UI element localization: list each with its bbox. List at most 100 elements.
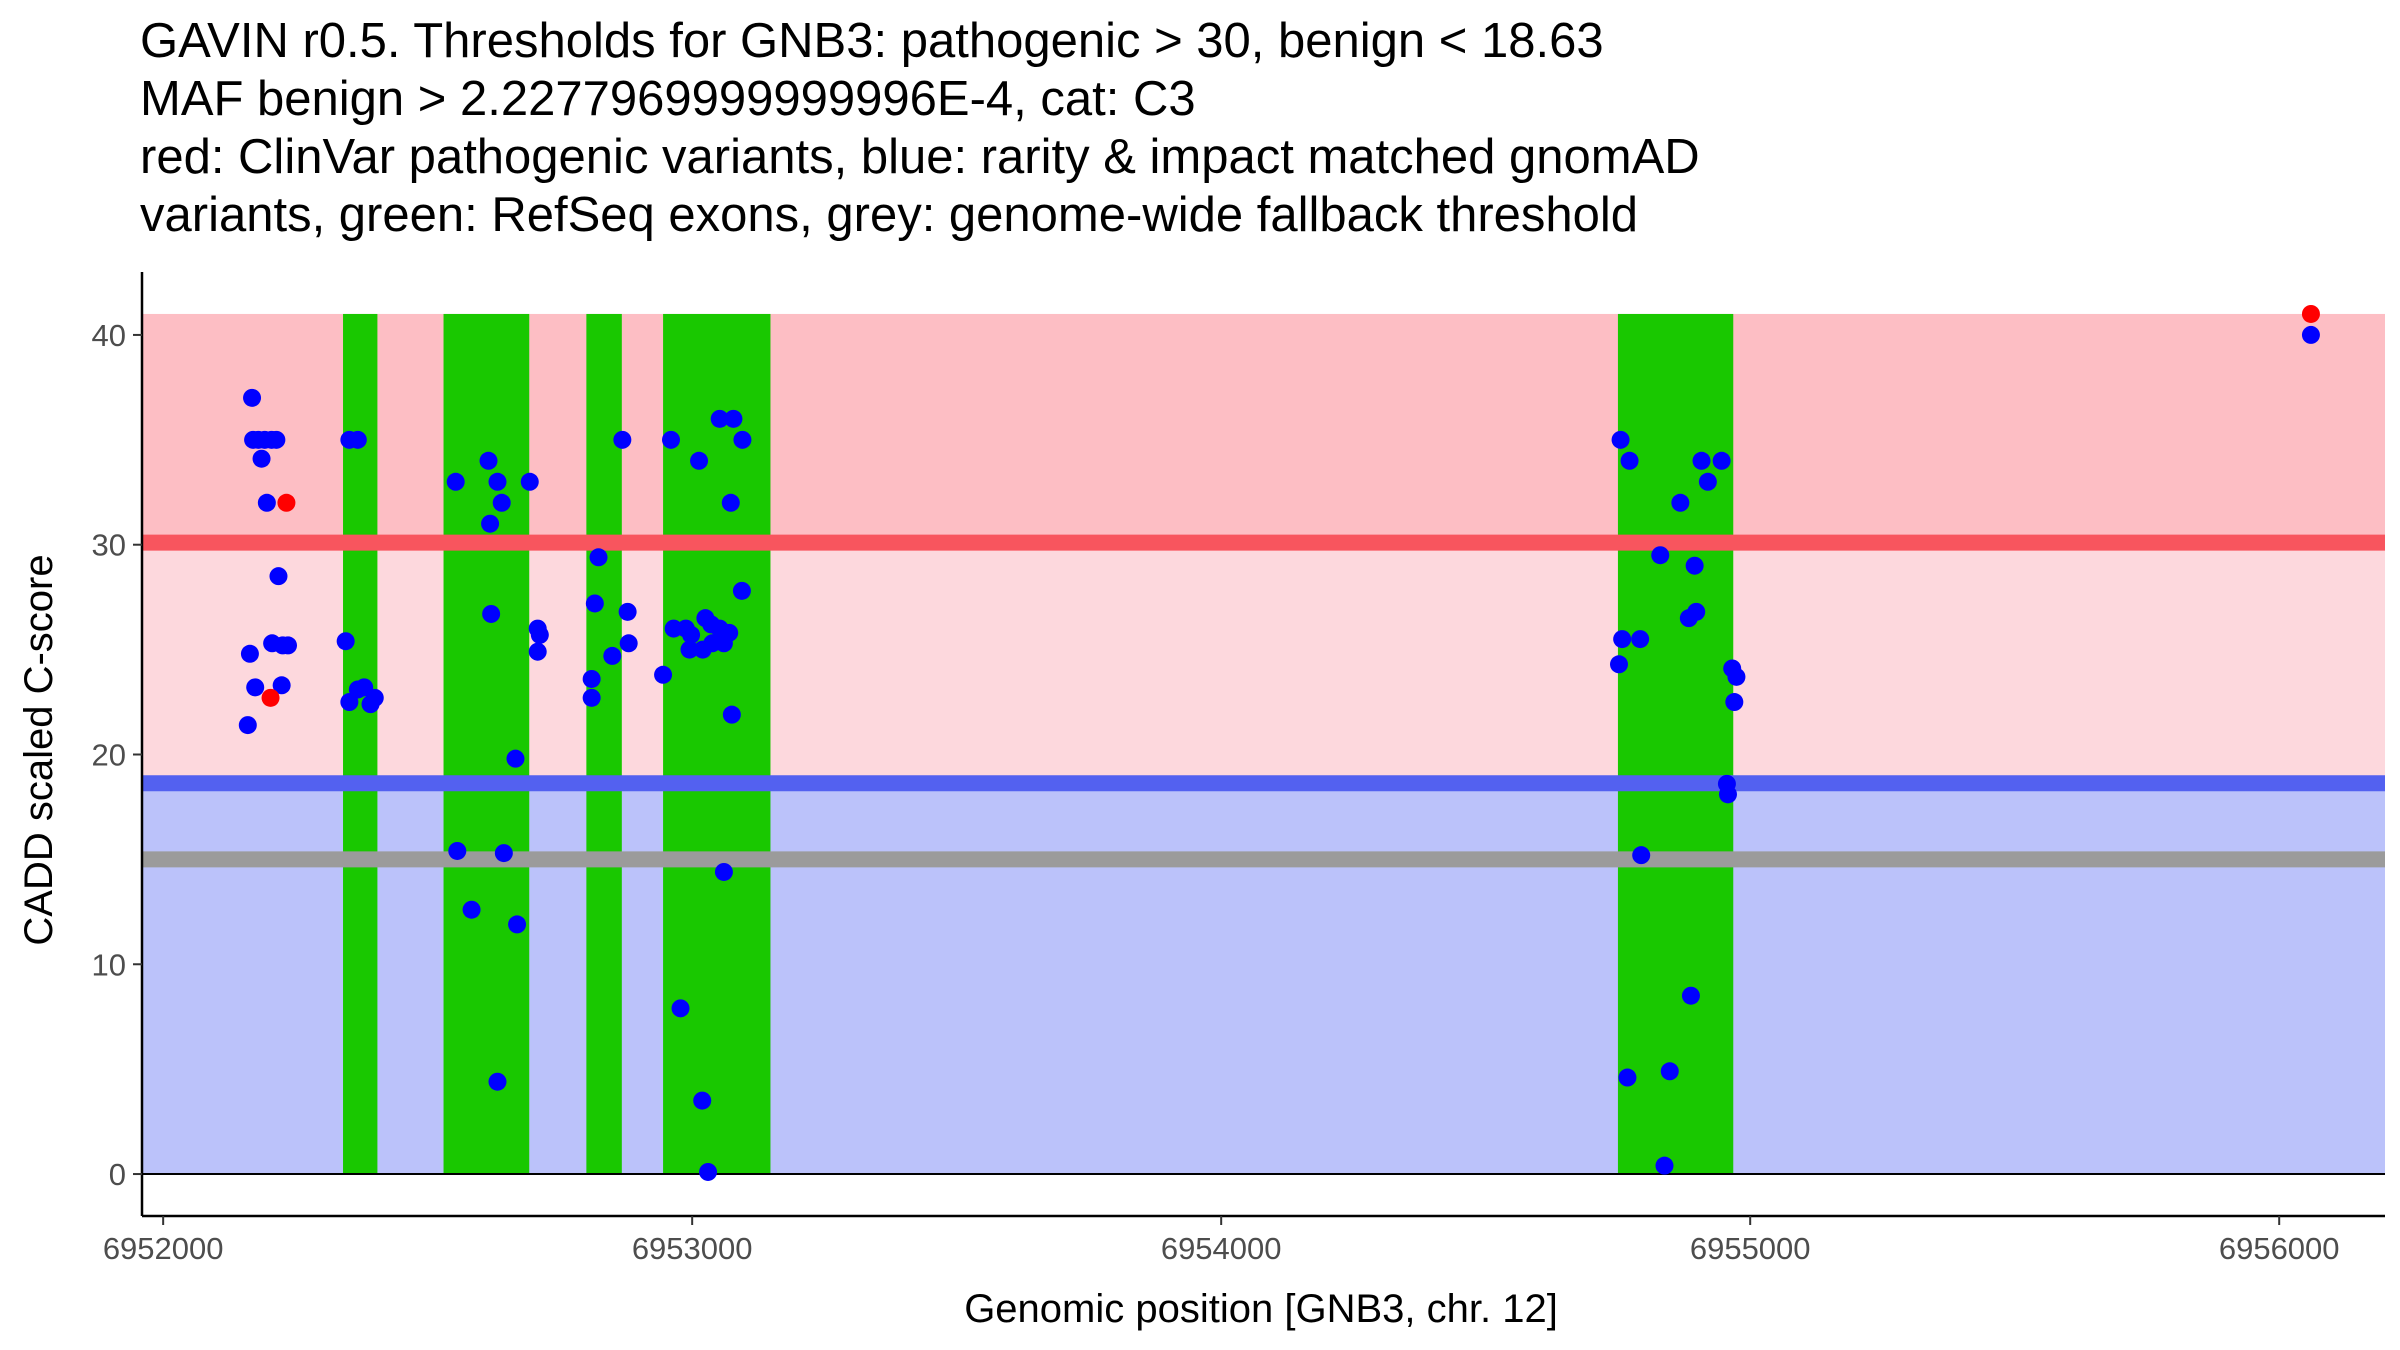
gnomad-point: [528, 642, 547, 661]
gnomad-point: [488, 1072, 507, 1091]
x-tick-label: 6952000: [103, 1231, 224, 1266]
gnomad-point: [693, 640, 712, 659]
gnomad-point: [1681, 986, 1700, 1005]
gnomad-point: [680, 640, 699, 659]
title-line-2: MAF benign > 2.2277969999999996E-4, cat:…: [140, 72, 1196, 126]
gnomad-point: [1679, 609, 1698, 628]
gnomad-point: [243, 388, 262, 407]
y-tick-label: 0: [109, 1157, 126, 1192]
gnomad-point: [1727, 667, 1746, 686]
gnomad-point: [1651, 546, 1670, 565]
gnomad-point: [582, 688, 601, 707]
y-tick-label: 30: [92, 528, 126, 563]
y-tick-label: 20: [92, 737, 126, 772]
gnomad-point: [582, 669, 601, 688]
gnomad-point: [618, 602, 637, 621]
gnomad-point: [654, 665, 673, 684]
gnomad-point: [1632, 846, 1651, 865]
gnomad-point: [494, 844, 513, 863]
gnomad-point: [238, 716, 257, 735]
gnomad-point: [520, 472, 539, 491]
gnomad-point: [492, 493, 511, 512]
gnomad-point: [462, 900, 481, 919]
gnomad-point: [733, 430, 752, 449]
gnomad-point: [530, 625, 549, 644]
gnomad-point: [252, 449, 271, 468]
y-tick-label: 40: [92, 318, 126, 353]
gnomad-point: [479, 451, 498, 470]
axes: 0 10 20 30 40 6952000 6953000 6954000 6955000 695…: [92, 272, 2385, 1266]
gnomad-point: [1631, 630, 1650, 649]
gnomad-point: [336, 632, 355, 651]
exon-4: [663, 313, 771, 1175]
exon-5: [1617, 313, 1734, 1175]
x-tick-label: 6953000: [632, 1231, 753, 1266]
clinvar-point: [2301, 304, 2320, 323]
gnomad-point: [619, 634, 638, 653]
gnomad-point: [1718, 785, 1737, 804]
gnomad-point: [1613, 630, 1632, 649]
title-line-1: GAVIN r0.5. Thresholds for GNB3: pathoge…: [140, 14, 1604, 68]
x-tick-label: 6954000: [1161, 1231, 1282, 1266]
gnomad-point: [1660, 1062, 1679, 1081]
gnomad-point: [732, 581, 751, 600]
gnomad-point: [1611, 430, 1630, 449]
gnomad-point: [446, 472, 465, 491]
clinvar-point: [261, 688, 280, 707]
title-line-3: red: ClinVar pathogenic variants, blue: …: [140, 130, 1700, 184]
gnomad-point: [279, 636, 298, 655]
gnomad-point: [613, 430, 632, 449]
gnomad-point: [1712, 451, 1731, 470]
gnomad-point: [272, 676, 291, 695]
gnomad-point: [448, 841, 467, 860]
gnomad-point: [488, 472, 507, 491]
gnomad-point: [365, 688, 384, 707]
y-tick-label: 10: [92, 947, 126, 982]
gnomad-point: [722, 705, 741, 724]
gnomad-point: [257, 493, 276, 512]
threshold-lines: [142, 534, 2385, 1176]
gnomad-point: [506, 749, 525, 768]
clinvar-point: [277, 493, 296, 512]
gnomad-point: [1655, 1156, 1674, 1175]
gnomad-point: [603, 646, 622, 665]
gnomad-point: [699, 1162, 718, 1181]
gnomad-point: [1698, 472, 1717, 491]
gnomad-point: [269, 567, 288, 586]
gnomad-point: [481, 514, 500, 533]
gnomad-point: [721, 493, 740, 512]
gnomad-point: [508, 915, 527, 934]
gnomad-point: [682, 625, 701, 644]
exon-3: [586, 313, 622, 1175]
gnomad-point: [1692, 451, 1711, 470]
gnomad-point: [690, 451, 709, 470]
x-axis-label: Genomic position [GNB3, chr. 12]: [964, 1287, 1558, 1331]
gnomad-point: [1685, 556, 1704, 575]
gnomad-point: [589, 548, 608, 567]
gnomad-point: [348, 430, 367, 449]
gnomad-point: [1671, 493, 1690, 512]
refseq-exons: [343, 313, 1734, 1175]
x-tick-label: 6956000: [2219, 1231, 2340, 1266]
exon-1: [343, 313, 378, 1175]
y-axis-label: CADD scaled C-score: [17, 554, 61, 945]
gnomad-point: [2301, 325, 2320, 344]
gnomad-point: [246, 678, 265, 697]
gnomad-point: [482, 604, 501, 623]
gnomad-point: [710, 409, 729, 428]
gnomad-point: [1609, 655, 1628, 674]
gnomad-point: [662, 430, 681, 449]
gnomad-point: [714, 862, 733, 881]
gnomad-point: [1620, 451, 1639, 470]
exon-2: [443, 313, 530, 1175]
gnomad-point: [585, 594, 604, 613]
gnomad-point: [1725, 693, 1744, 712]
x-tick-label: 6955000: [1690, 1231, 1811, 1266]
variant-points: [238, 304, 2320, 1181]
title-line-4: variants, green: RefSeq exons, grey: gen…: [140, 188, 1639, 242]
gnomad-point: [671, 999, 690, 1018]
gnomad-point: [240, 644, 259, 663]
gnomad-point: [724, 409, 743, 428]
gnomad-point: [267, 430, 286, 449]
